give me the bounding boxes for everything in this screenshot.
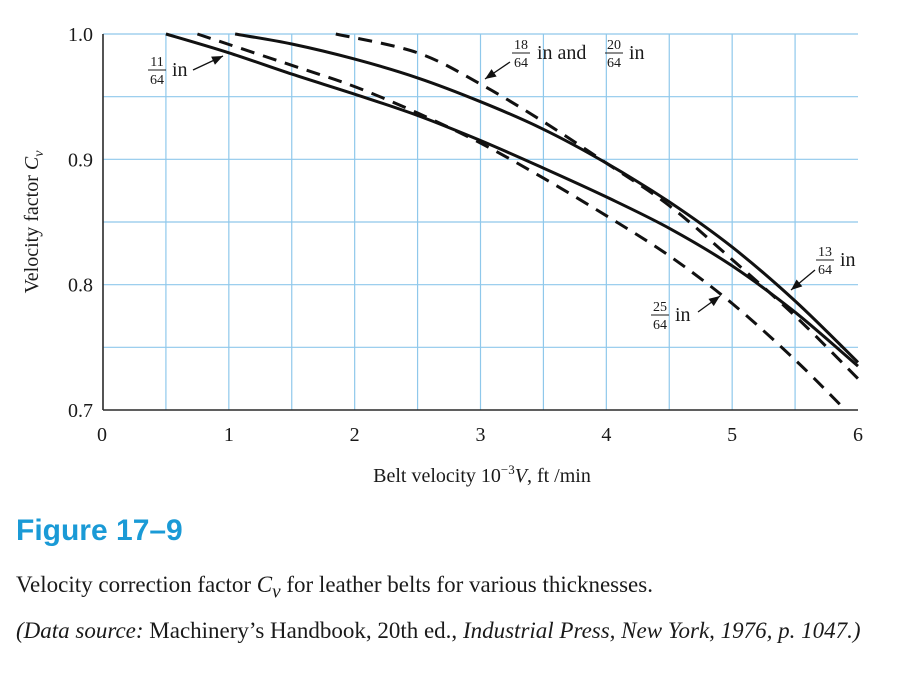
x-tick-label: 6 [853,424,863,446]
fraction-numerator: 18 [514,38,528,53]
fraction-numerator: 11 [150,55,163,70]
velocity-factor-chart: 0 1 2 3 4 5 6 0.7 0.8 0.9 1.0 11 64 in 18 64 in and 20 64… [21,24,863,487]
leader-arrowhead [485,69,497,79]
leader-arrowhead [791,279,803,290]
y-tick-label: 0.7 [68,400,93,422]
x-tick-label: 5 [727,424,737,446]
figure-caption: Velocity correction factor Cv for leathe… [16,572,861,643]
leader-arrowhead [211,56,223,65]
fraction-denominator: 64 [514,56,528,71]
curve-series-1 [165,32,859,368]
fraction-denominator: 64 [607,56,621,71]
fraction-denominator: 64 [150,73,164,88]
y-axis-label: Velocity factor Cv [21,150,47,294]
fraction-numerator: 25 [653,300,667,315]
x-tick-label: 0 [97,424,107,446]
annotation-13-64: 13 64 in [790,245,856,291]
annotation-25-64: 25 64 in [651,295,721,333]
fraction-numerator: 20 [607,38,621,53]
axes [102,34,858,411]
x-tick-label: 4 [601,424,611,446]
y-tick-label: 0.8 [68,275,93,297]
x-tick-label: 2 [350,424,360,446]
curve-series-3 [335,32,860,380]
annotation-unit: in [172,59,188,81]
leader-arrowhead [708,296,720,307]
fraction-numerator: 13 [818,245,832,260]
x-axis-label: Belt velocity 10−3V, ft /min [373,462,591,487]
annotation-unit: in [629,42,645,64]
annotation-unit: in [840,249,856,271]
fraction-denominator: 64 [653,318,667,333]
y-tick-label: 1.0 [68,24,93,46]
curve-series-2 [234,32,860,364]
curve-series-4 [196,32,847,412]
fraction-denominator: 64 [818,263,832,278]
curve-annotations: 11 64 in 18 64 in and 20 64 in 13 64 in 25 64 in [148,38,856,333]
annotation-unit: in [675,304,691,326]
annotation-18-64-and-20-64: 18 64 in and 20 64 in [484,38,645,80]
tick-labels: 0 1 2 3 4 5 6 0.7 0.8 0.9 1.0 [68,24,863,446]
grid-lines [103,33,858,410]
curves [165,32,860,412]
x-tick-label: 3 [476,424,486,446]
x-tick-label: 1 [224,424,234,446]
annotation-unit: in and [537,42,586,64]
y-tick-label: 0.9 [68,149,93,171]
annotation-11-64: 11 64 in [148,55,224,88]
figure-title: Figure 17–9 [16,514,183,547]
